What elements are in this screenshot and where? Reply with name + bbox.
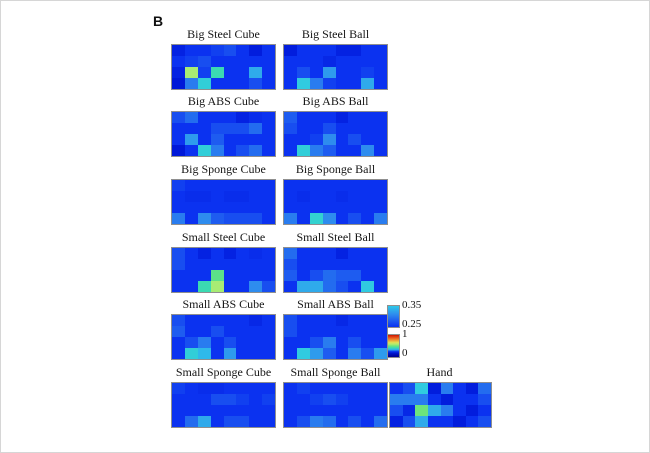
colorbar-upper-max-label: 0.35 xyxy=(402,299,422,311)
heatmap-small-steel-ball xyxy=(283,247,388,293)
heatmap-small-abs-ball xyxy=(283,314,388,360)
colorbar-lower-min-label: 0 xyxy=(402,347,408,359)
heatmap-big-steel-ball xyxy=(283,44,388,90)
panel-title-small-abs-ball: Small ABS Ball xyxy=(297,297,374,311)
colorbar-lower xyxy=(387,334,400,358)
panel-title-big-steel-cube: Big Steel Cube xyxy=(187,27,260,41)
heatmap-small-sponge-ball xyxy=(283,382,388,428)
colorbar-upper xyxy=(387,305,400,328)
panel-title-small-sponge-ball: Small Sponge Ball xyxy=(290,365,381,379)
panel-title-big-abs-cube: Big ABS Cube xyxy=(187,94,260,108)
heatmap-big-abs-cube xyxy=(171,111,276,157)
heatmap-small-abs-cube xyxy=(171,314,276,360)
heatmap-small-steel-cube xyxy=(171,247,276,293)
panel-title-small-steel-ball: Small Steel Ball xyxy=(296,230,375,244)
panel-title-big-abs-ball: Big ABS Ball xyxy=(302,94,369,108)
heatmap-big-sponge-ball xyxy=(283,179,388,225)
panel-title-big-sponge-ball: Big Sponge Ball xyxy=(295,162,376,176)
colorbar-upper-min-label: 0.25 xyxy=(402,318,422,330)
heatmap-small-sponge-cube xyxy=(171,382,276,428)
panel-title-small-sponge-cube: Small Sponge Cube xyxy=(175,365,272,379)
panel-title-small-abs-cube: Small ABS Cube xyxy=(182,297,265,311)
panel-title-hand: Hand xyxy=(426,365,453,379)
figure-label: B xyxy=(153,13,164,29)
panel-title-big-sponge-cube: Big Sponge Cube xyxy=(181,162,266,176)
heatmap-hand xyxy=(389,382,492,428)
heatmap-big-sponge-cube xyxy=(171,179,276,225)
heatmap-big-steel-cube xyxy=(171,44,276,90)
heatmap-big-abs-ball xyxy=(283,111,388,157)
colorbar-lower-max-label: 1 xyxy=(402,328,408,340)
panel-title-small-steel-cube: Small Steel Cube xyxy=(181,230,266,244)
panel-title-big-steel-ball: Big Steel Ball xyxy=(301,27,370,41)
